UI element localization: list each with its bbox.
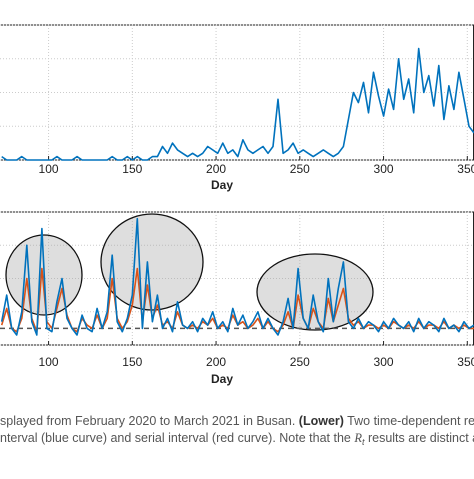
highlight-circle	[256, 253, 374, 331]
x-tick-label: 150	[122, 162, 142, 176]
series-line	[0, 217, 474, 336]
caption-text: splayed from February 2020 to March 2021…	[0, 414, 299, 428]
caption-text: results are distinct at s	[364, 431, 474, 445]
grid: 100 150 200 250 300 350 Day	[0, 24, 474, 192]
caption-text: t	[362, 437, 365, 447]
x-tick-label: 150	[122, 355, 142, 369]
upper-panel: 100 150 200 250 300 350 Day	[0, 24, 474, 192]
x-tick-label: 100	[39, 355, 59, 369]
marks	[1, 47, 474, 161]
lower-panel: 100 150 200 250 300 350 Day	[0, 211, 474, 386]
x-tick-label: 250	[290, 162, 310, 176]
x-tick-label: 350	[457, 355, 474, 369]
caption-text: nterval (blue curve) and serial interval…	[0, 431, 354, 445]
x-tick-label: 250	[290, 355, 310, 369]
x-tick-label: 300	[374, 162, 394, 176]
caption-text: (Lower)	[299, 414, 344, 428]
caption-line: nterval (blue curve) and serial interval…	[0, 431, 474, 447]
x-tick-label: 300	[374, 355, 394, 369]
marks	[0, 217, 474, 336]
x-tick-label: 100	[39, 162, 59, 176]
caption-text: R	[353, 431, 362, 445]
series-line	[1, 47, 474, 161]
x-axis-label: Day	[211, 178, 233, 192]
x-tick-label: 200	[206, 355, 226, 369]
caption-line: splayed from February 2020 to March 2021…	[0, 414, 474, 428]
x-tick-label: 200	[206, 162, 226, 176]
highlight-circle	[100, 213, 204, 311]
x-tick-label: 350	[457, 162, 474, 176]
x-axis-label: Day	[211, 372, 233, 386]
caption-text: Two time-dependent repro	[344, 414, 474, 428]
